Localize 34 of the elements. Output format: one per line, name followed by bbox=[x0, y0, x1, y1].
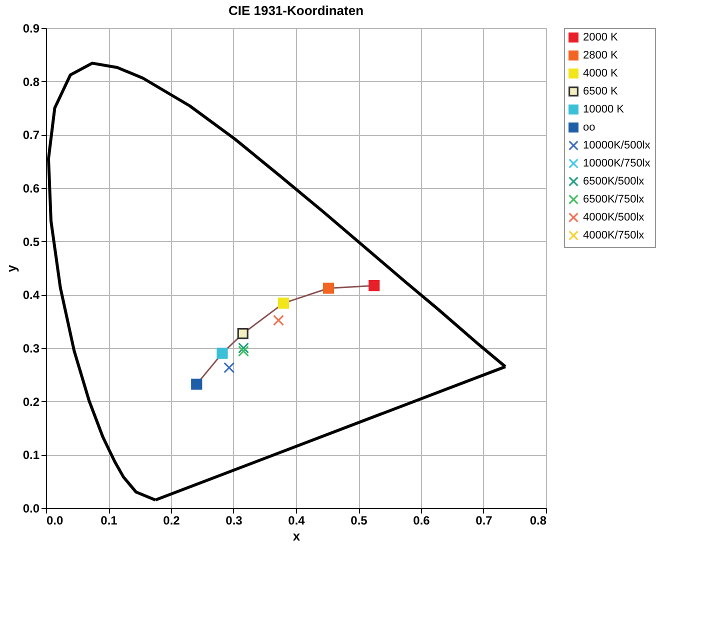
y-tick-label: 0.1 bbox=[22, 448, 40, 462]
x-tick-label: 0.3 bbox=[226, 514, 243, 528]
legend-label: 4000K/750lx bbox=[583, 230, 645, 242]
x-tick-label: 0.6 bbox=[413, 514, 430, 528]
y-tick-label: 0.5 bbox=[22, 234, 40, 249]
x-tick-label: 0.5 bbox=[350, 514, 368, 528]
legend-label: 10000K/500lx bbox=[583, 140, 651, 152]
x-tick-label: 0.2 bbox=[163, 514, 180, 528]
legend-label: 4000K/500lx bbox=[583, 212, 645, 224]
y-tick-label: 0.2 bbox=[22, 394, 40, 409]
y-tick-label: 0.9 bbox=[22, 22, 40, 36]
chart-title: CIE 1931-Koordinaten bbox=[228, 3, 364, 18]
legend-label: 6500K/750lx bbox=[583, 194, 645, 206]
x-tick-label: 0.1 bbox=[100, 514, 118, 528]
x-tick-label: 0.7 bbox=[476, 514, 493, 528]
legend-label: 4000 K bbox=[583, 68, 619, 80]
x-tick-label: 0.0 bbox=[46, 514, 64, 528]
x-tick-label: 0.8 bbox=[530, 514, 547, 528]
legend-label: 10000K/750lx bbox=[583, 158, 651, 170]
y-axis-title: y bbox=[4, 264, 19, 272]
legend-label: 10000 K bbox=[583, 104, 625, 116]
y-tick-label: 0.0 bbox=[22, 502, 40, 516]
y-tick-label: 0.7 bbox=[22, 128, 40, 142]
y-tick-label: 0.8 bbox=[22, 74, 40, 89]
legend-label: 6500 K bbox=[583, 86, 619, 98]
legend-label: oo bbox=[583, 122, 596, 134]
y-tick-label: 0.4 bbox=[22, 288, 40, 302]
legend-label: 2000 K bbox=[583, 32, 619, 44]
legend-label: 6500K/500lx bbox=[583, 176, 645, 188]
legend-label: 2800 K bbox=[583, 50, 619, 62]
x-axis-title: x bbox=[292, 528, 301, 544]
x-tick-label: 0.4 bbox=[288, 514, 306, 528]
y-tick-label: 0.3 bbox=[22, 342, 40, 356]
y-tick-label: 0.6 bbox=[22, 182, 40, 196]
